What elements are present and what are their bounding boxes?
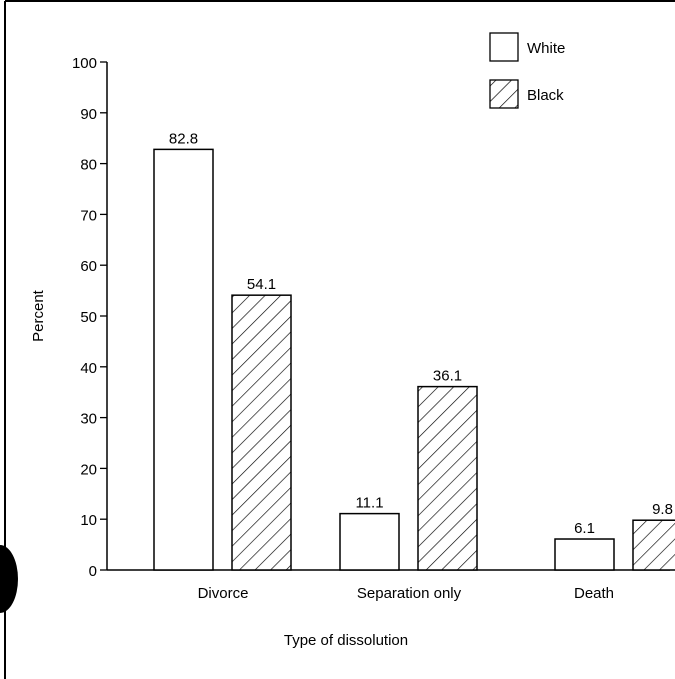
y-tick-label-100: 100 — [72, 55, 97, 72]
y-tick-label-90: 90 — [80, 106, 97, 123]
bar-black-2 — [632, 519, 675, 571]
y-tick-label-10: 10 — [80, 512, 97, 529]
legend-label-white: White — [527, 40, 565, 57]
data-label-black-2: 9.8 — [652, 501, 673, 518]
x-tick-label-2: Death — [574, 585, 614, 602]
data-label-black-1: 36.1 — [433, 368, 462, 385]
data-label-black-0: 54.1 — [247, 276, 276, 293]
x-axis-title: Type of dissolution — [284, 632, 408, 649]
y-tick-label-40: 40 — [80, 360, 97, 377]
y-tick-label-30: 30 — [80, 411, 97, 428]
data-label-white-2: 6.1 — [574, 520, 595, 537]
bar-black-1 — [417, 385, 478, 571]
legend-label-black: Black — [527, 87, 564, 104]
bar-black-0 — [231, 294, 292, 571]
y-tick-label-50: 50 — [80, 309, 97, 326]
data-label-white-0: 82.8 — [169, 130, 198, 147]
bar-white-0 — [153, 148, 214, 571]
bar-white-2 — [554, 538, 615, 571]
legend-swatch-white — [489, 32, 519, 62]
y-tick-label-80: 80 — [80, 157, 97, 174]
y-tick-label-0: 0 — [89, 563, 97, 580]
y-tick-label-70: 70 — [80, 207, 97, 224]
legend: White Black — [489, 32, 565, 109]
x-tick-label-1: Separation only — [357, 585, 462, 602]
y-axis-title: Percent — [30, 289, 47, 342]
binding-mark — [0, 545, 18, 613]
data-label-white-1: 11.1 — [355, 495, 383, 512]
y-tick-label-20: 20 — [80, 461, 97, 478]
x-tick-label-0: Divorce — [198, 585, 249, 602]
y-tick-label-60: 60 — [80, 258, 97, 275]
bar-white-1 — [339, 512, 400, 571]
legend-swatch-black — [489, 79, 519, 109]
